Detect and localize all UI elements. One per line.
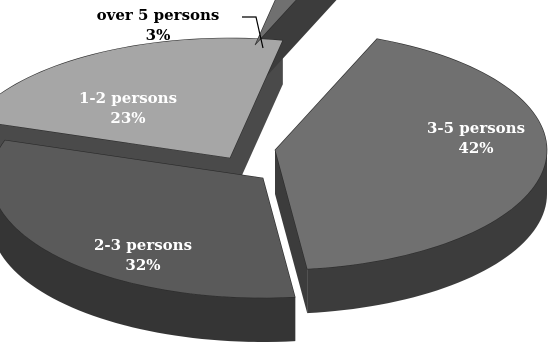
slice-label-3-5-persons-value: 42%	[458, 139, 493, 157]
slice-label-2-3-persons-value: 32%	[125, 256, 160, 274]
slice-label-over-5-persons-value: 3%	[146, 26, 171, 44]
slice-side-2-3-persons-outer-wall	[0, 208, 296, 342]
slice-labels: 3-5 persons 42% 2-3 persons 32% 1-2 persons 2…	[79, 6, 525, 274]
slice-2-3-persons	[0, 139, 296, 299]
slice-3-5-persons	[274, 38, 548, 270]
slice-side-3-5-persons-outer-wall	[307, 150, 547, 314]
slice-label-1-2-persons-value: 23%	[110, 109, 145, 127]
slice-side-over-5-persons-wall-end	[255, 0, 337, 89]
slice-label-2-3-persons-name: 2-3 persons	[94, 236, 192, 254]
slice-label-1-2-persons-name: 1-2 persons	[79, 89, 177, 107]
slice-label-over-5-persons-name: over 5 persons	[97, 6, 220, 24]
slice-side-3-5-persons-wall-end	[275, 150, 308, 314]
slice-side-1-2-persons-wall-end	[230, 40, 283, 202]
leader-line-over-5-persons	[242, 16, 264, 49]
leader-lines	[242, 16, 264, 49]
slice-over-5-persons	[254, 0, 297, 46]
slice-1-2-persons	[0, 37, 284, 159]
pie-tops	[0, 0, 548, 299]
slice-label-3-5-persons-name: 3-5 persons	[427, 119, 525, 137]
